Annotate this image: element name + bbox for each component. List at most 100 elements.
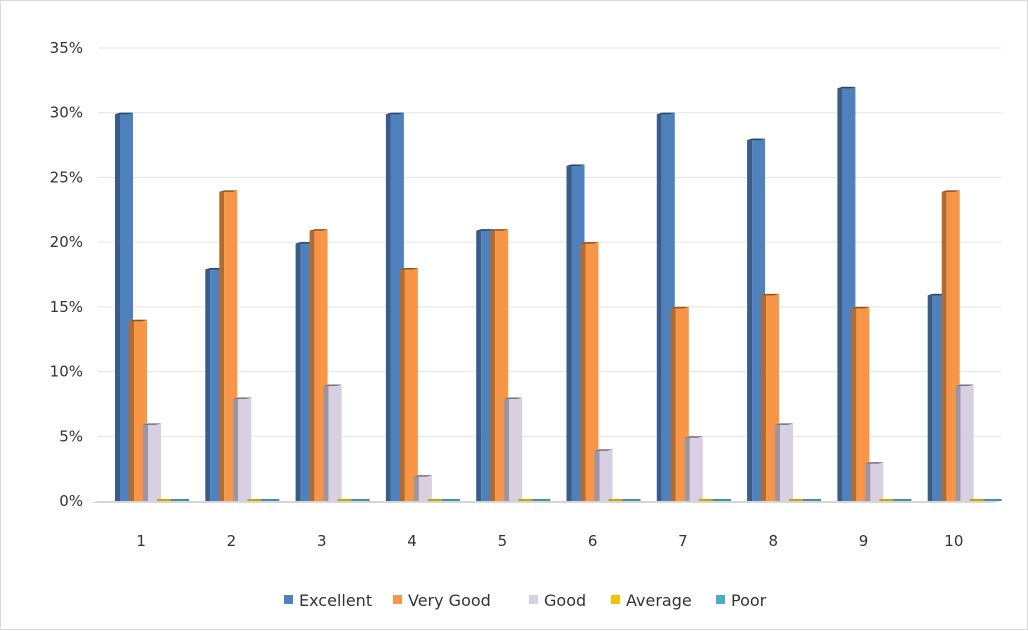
bar-face [328, 384, 342, 501]
bar-face [441, 499, 460, 501]
legend: Excellent Very Good Good Average Poor [284, 591, 767, 610]
legend-label: Poor [731, 591, 767, 610]
bar-top [413, 475, 432, 477]
bar-top [476, 229, 495, 231]
legend-swatch [529, 595, 538, 604]
bar-top [927, 293, 946, 296]
bar [504, 397, 523, 501]
y-tick-label: 25% [50, 168, 83, 186]
legend-label: Very Good [408, 591, 491, 610]
x-tick-label: 8 [768, 532, 778, 550]
bar-side [927, 293, 933, 501]
bar [441, 499, 460, 501]
bar-top [504, 397, 523, 399]
legend-item: Very Good [393, 591, 491, 610]
bar [851, 306, 870, 501]
bar [323, 384, 342, 501]
bar-side [656, 112, 662, 501]
bar-face [622, 499, 641, 501]
bar-top [865, 462, 884, 464]
bar-top [219, 190, 238, 192]
y-tick-label: 5% [59, 427, 83, 445]
bar-face [689, 436, 703, 501]
bar [399, 268, 418, 501]
bar-side [295, 242, 301, 501]
bar [594, 449, 613, 501]
bar-side [670, 306, 676, 501]
bar-side [775, 423, 781, 501]
bar-top [594, 449, 613, 451]
bar [143, 423, 161, 501]
bar-face [585, 242, 599, 501]
bar [865, 462, 884, 501]
bar-face [983, 499, 1002, 501]
bar [247, 499, 266, 501]
bar-top [129, 319, 147, 322]
bar-top [385, 112, 404, 115]
bar-side [309, 229, 315, 501]
bar-face [712, 499, 731, 501]
bar-face [893, 499, 912, 501]
bar-top [309, 229, 328, 231]
bar-top [490, 229, 509, 231]
bar [955, 384, 974, 501]
bar-side [594, 449, 600, 501]
bar-side [399, 268, 405, 501]
bar-top [670, 306, 689, 309]
x-tick-label: 7 [678, 532, 688, 550]
y-tick-label: 30% [50, 104, 83, 122]
y-tick-label: 15% [50, 298, 83, 316]
legend-label: Average [626, 591, 692, 610]
legend-item: Good [529, 591, 586, 610]
bar-side [219, 190, 225, 501]
bar-side [413, 475, 419, 501]
x-tick-label: 6 [588, 532, 598, 550]
bar-top [115, 112, 133, 115]
bar [608, 499, 627, 501]
bar [803, 499, 822, 501]
bar [969, 499, 988, 501]
bar-top [941, 190, 960, 192]
bar-group-5 [476, 229, 551, 501]
y-tick-label: 10% [50, 363, 83, 381]
bar [712, 499, 731, 501]
x-tick-label: 4 [407, 532, 417, 550]
bars [115, 86, 1002, 501]
bar-top [775, 423, 794, 425]
bar-side [580, 242, 586, 501]
bar-side [761, 293, 767, 501]
bar-side [865, 462, 871, 501]
bar-top [566, 164, 585, 166]
bar-face [148, 423, 161, 501]
bar-face [698, 499, 717, 501]
y-tick-label: 0% [59, 492, 83, 510]
bar-group-3 [295, 229, 370, 501]
x-tick-label: 1 [136, 532, 146, 550]
bar-face [532, 499, 551, 501]
legend-swatch [716, 595, 725, 604]
bar [879, 499, 898, 501]
bar-group-8 [747, 138, 822, 501]
bar-face [608, 499, 627, 501]
bar [413, 475, 432, 501]
bar-face [238, 397, 252, 501]
legend-label: Excellent [299, 591, 372, 610]
bar-side [115, 112, 120, 501]
bar-face [879, 499, 898, 501]
bar-face [969, 499, 988, 501]
bar-top [205, 268, 224, 270]
bar-face [427, 499, 446, 501]
bar-face [418, 475, 432, 501]
bar-face [780, 423, 794, 501]
bar-top [233, 397, 252, 399]
bar-face [870, 462, 884, 501]
legend-item: Excellent [284, 591, 372, 610]
bar-top [295, 242, 314, 244]
bar-group-7 [656, 112, 731, 501]
bar-face [247, 499, 266, 501]
bar-side [504, 397, 510, 501]
bar-top [580, 242, 599, 244]
bar-face [856, 306, 870, 501]
bar-group-6 [566, 164, 641, 501]
